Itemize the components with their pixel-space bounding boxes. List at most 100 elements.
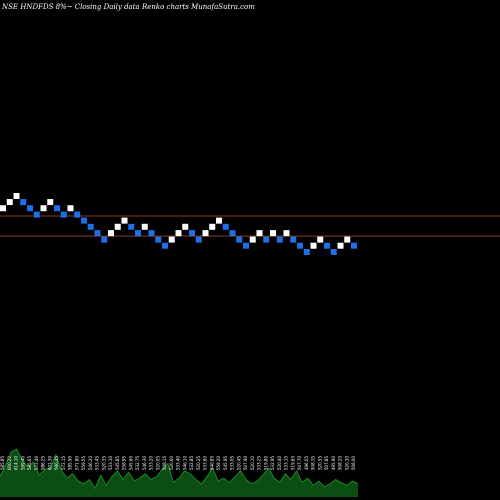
brick-value-label: 614.10 bbox=[14, 456, 19, 470]
brick-value-label: 520.30 bbox=[344, 456, 349, 470]
brick-value-label: 520.40 bbox=[277, 456, 282, 470]
brick-value-label: 507.85 bbox=[324, 456, 329, 470]
renko-brick-down bbox=[54, 205, 60, 212]
renko-brick-up bbox=[13, 193, 20, 199]
brick-value-label: 586.45 bbox=[54, 456, 59, 470]
brick-value-label: 520.60 bbox=[169, 456, 174, 470]
renko-brick-down bbox=[27, 205, 33, 212]
renko-brick-down bbox=[128, 223, 135, 230]
brick-value-label: 532.85 bbox=[189, 456, 194, 470]
brick-value-label: 585.65 bbox=[27, 456, 32, 470]
brick-value-label: 533.05 bbox=[230, 456, 235, 470]
renko-brick-down bbox=[189, 230, 195, 237]
brick-value-label: 520.55 bbox=[317, 456, 322, 470]
renko-brick-down bbox=[148, 230, 155, 237]
brick-value-label: 496.05 bbox=[304, 456, 309, 470]
brick-value-label: 533.25 bbox=[257, 456, 262, 470]
renko-brick-up bbox=[67, 205, 74, 212]
renko-brick-up bbox=[310, 242, 317, 249]
brick-value-label: 520.05 bbox=[155, 456, 160, 470]
brick-value-label: 508.35 bbox=[311, 456, 316, 470]
brick-value-labels: 585.85 600.22 614.10 599.40 585.65 572.40 586.… bbox=[0, 456, 356, 470]
renko-brick-down bbox=[94, 230, 101, 237]
renko-brick-down bbox=[324, 242, 330, 249]
brick-value-label: 586.25 bbox=[41, 456, 46, 470]
renko-brick-down bbox=[236, 236, 243, 243]
brick-value-label: 532.75 bbox=[135, 456, 140, 470]
brick-value-label: 520.10 bbox=[250, 456, 255, 470]
brick-value-label: 599.40 bbox=[20, 456, 25, 470]
renko-brick-up bbox=[256, 230, 263, 237]
renko-brick-up bbox=[6, 199, 13, 206]
renko-brick-down bbox=[290, 236, 297, 243]
renko-brick-down bbox=[243, 242, 249, 249]
renko-brick-up bbox=[108, 230, 114, 237]
renko-brick-up bbox=[249, 236, 256, 243]
renko-brick-down bbox=[276, 236, 283, 243]
renko-brick-up bbox=[317, 236, 324, 243]
brick-value-label: 533.45 bbox=[95, 456, 100, 470]
brick-value-label: 520.35 bbox=[101, 456, 106, 470]
renko-brick-down bbox=[303, 249, 310, 255]
renko-brick-down bbox=[229, 230, 236, 237]
renko-brick-up bbox=[114, 223, 121, 230]
brick-value-label: 571.80 bbox=[74, 456, 79, 470]
brick-value-label: 546.30 bbox=[142, 456, 147, 470]
brick-value-label: 508.00 bbox=[351, 456, 356, 470]
brick-value-label: 532.95 bbox=[270, 456, 275, 470]
renko-brick-down bbox=[222, 223, 229, 230]
renko-brick-down bbox=[87, 223, 94, 230]
renko-brick-up bbox=[182, 223, 189, 230]
renko-brick-up bbox=[202, 230, 209, 237]
brick-value-label: 585.85 bbox=[0, 456, 5, 470]
chart-title: NSE HNDFDS 8%~ Closing Daily data Renko … bbox=[1, 3, 255, 11]
renko-brick-up bbox=[337, 242, 344, 249]
brick-value-label: 558.95 bbox=[122, 456, 127, 470]
renko-brick-up bbox=[209, 223, 216, 230]
renko-brick-down bbox=[135, 230, 141, 237]
brick-value-label: 520.45 bbox=[236, 456, 241, 470]
brick-value-label: 559.55 bbox=[81, 456, 86, 470]
renko-brick-down bbox=[155, 236, 162, 243]
renko-brick-up bbox=[168, 236, 175, 243]
brick-value-label: 546.85 bbox=[209, 456, 214, 470]
brick-value-label: 533.15 bbox=[284, 456, 289, 470]
brick-value-label: 601.30 bbox=[47, 456, 52, 470]
renko-brick-up bbox=[283, 230, 290, 237]
brick-value-label: 559.20 bbox=[216, 456, 221, 470]
brick-value-label: 533.10 bbox=[108, 456, 113, 470]
brick-value-label: 508.15 bbox=[162, 456, 167, 470]
renko-bricks bbox=[0, 193, 357, 255]
brick-value-label: 545.60 bbox=[128, 456, 133, 470]
renko-brick-down bbox=[330, 249, 337, 255]
brick-value-label: 600.22 bbox=[7, 456, 12, 470]
brick-value-label: 519.65 bbox=[290, 456, 295, 470]
brick-value-label: 508.20 bbox=[338, 456, 343, 470]
renko-brick-down bbox=[297, 242, 303, 249]
volume-area bbox=[0, 449, 358, 497]
brick-value-label: 495.90 bbox=[331, 456, 336, 470]
brick-value-label: 533.20 bbox=[149, 456, 154, 470]
renko-brick-up bbox=[40, 205, 47, 212]
renko-brick-down bbox=[195, 236, 202, 243]
renko-brick-down bbox=[162, 242, 168, 249]
renko-brick-down bbox=[33, 211, 40, 218]
brick-value-label: 520.25 bbox=[196, 456, 201, 470]
volume-panel bbox=[0, 448, 359, 497]
renko-brick-up bbox=[175, 230, 182, 237]
renko-brick-up bbox=[0, 205, 6, 212]
renko-brick-up bbox=[47, 199, 54, 206]
brick-value-label: 545.85 bbox=[115, 456, 120, 470]
brick-value-label: 585.90 bbox=[68, 456, 73, 470]
renko-brick-down bbox=[74, 211, 81, 218]
renko-brick-up bbox=[121, 217, 128, 224]
brick-value-label: 507.90 bbox=[243, 456, 248, 470]
brick-value-label: 546.20 bbox=[88, 456, 93, 470]
renko-brick-down bbox=[263, 236, 270, 243]
brick-value-label: 533.40 bbox=[176, 456, 181, 470]
renko-brick-down bbox=[81, 217, 87, 224]
brick-value-label: 507.70 bbox=[297, 456, 302, 470]
